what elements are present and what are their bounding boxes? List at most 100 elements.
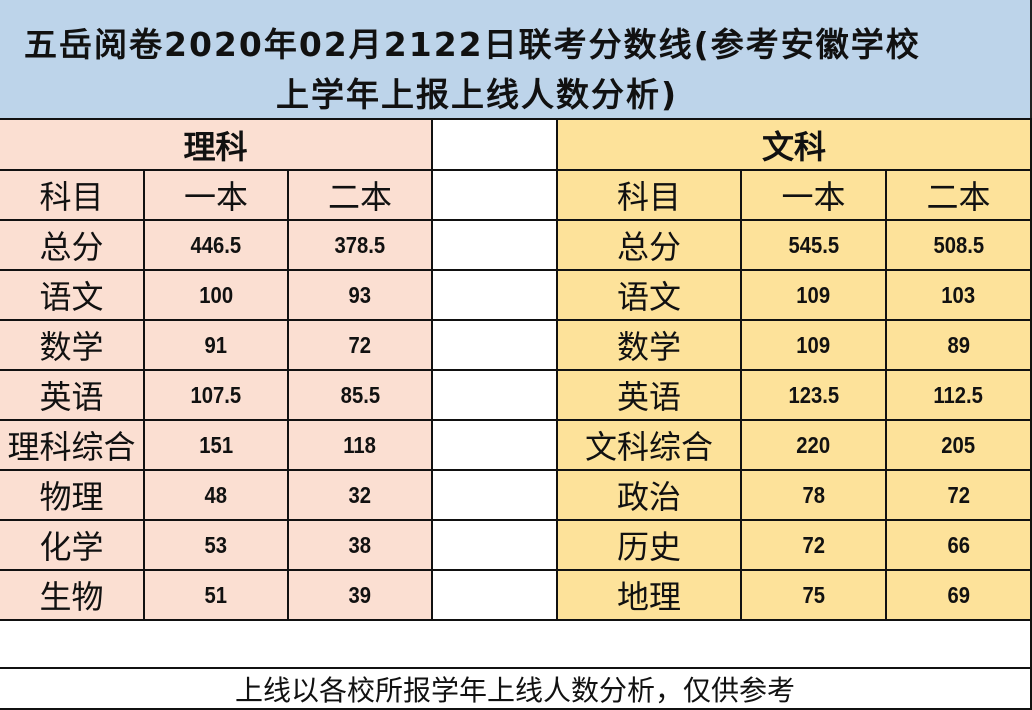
liberal-tier1-cell: 220 <box>742 421 887 471</box>
science-subject-cell-text: 生物 <box>39 578 104 616</box>
science-subject-cell: 数学 <box>0 321 145 371</box>
liberal-tier1-cell-text: 220 <box>796 431 831 458</box>
science-col-header: 一本 <box>145 171 289 221</box>
science-col-header-text: 一本 <box>183 178 248 216</box>
science-tier1-cell-text: 100 <box>199 281 233 308</box>
science-tier2-cell: 93 <box>289 271 433 321</box>
liberal-subject-cell: 地理 <box>558 571 742 621</box>
liberal-subject-cell: 政治 <box>558 471 742 521</box>
liberal-subject-cell: 文科综合 <box>558 421 742 471</box>
science-col-header-text: 科目 <box>39 178 104 216</box>
liberal-tier1-cell: 72 <box>742 521 887 571</box>
science-group-header-text: 理科 <box>183 127 248 166</box>
science-tier1-cell-text: 53 <box>204 531 228 558</box>
liberal-col-header: 二本 <box>887 171 1032 221</box>
liberal-subject-cell-text: 政治 <box>616 478 681 516</box>
science-tier2-cell-text: 72 <box>348 331 372 358</box>
science-subject-cell-text: 化学 <box>39 528 104 566</box>
liberal-tier2-cell: 103 <box>887 271 1032 321</box>
science-tier2-cell: 85.5 <box>289 371 433 421</box>
science-subject-cell-text: 语文 <box>39 278 104 316</box>
science-tier1-cell: 48 <box>145 471 289 521</box>
liberal-tier1-cell: 123.5 <box>742 371 887 421</box>
liberal-tier2-cell: 508.5 <box>887 221 1032 271</box>
science-tier2-cell-text: 85.5 <box>340 381 380 408</box>
science-tier1-cell: 151 <box>145 421 289 471</box>
liberal-tier2-cell-text: 69 <box>947 581 970 608</box>
empty-row <box>0 621 1032 669</box>
liberal-subject-cell-text: 数学 <box>616 328 681 366</box>
page-title-line-2: 上学年上报上线人数分析) <box>276 75 679 114</box>
science-tier1-cell: 107.5 <box>145 371 289 421</box>
spacer-cell <box>433 120 558 171</box>
liberal-subject-cell-text: 英语 <box>616 378 681 416</box>
liberal-tier2-cell: 89 <box>887 321 1032 371</box>
spacer-cell <box>433 571 558 621</box>
liberal-tier1-cell-text: 545.5 <box>788 231 839 258</box>
liberal-tier1-cell: 75 <box>742 571 887 621</box>
liberal-tier1-cell: 109 <box>742 271 887 321</box>
liberal-tier1-cell-text: 109 <box>796 281 831 308</box>
science-tier2-cell-text: 39 <box>348 581 372 608</box>
science-subject-cell: 化学 <box>0 521 145 571</box>
table-top-border <box>0 118 1032 120</box>
science-subject-cell-text: 数学 <box>39 328 104 366</box>
science-tier2-cell: 378.5 <box>289 221 433 271</box>
science-tier1-cell-text: 446.5 <box>190 231 242 258</box>
science-group-header: 理科 <box>0 120 433 171</box>
science-col-header: 二本 <box>289 171 433 221</box>
science-tier1-cell-text: 51 <box>204 581 228 608</box>
liberal-col-header: 科目 <box>558 171 742 221</box>
science-tier2-cell-text: 118 <box>343 431 377 458</box>
science-tier2-cell-text: 378.5 <box>334 231 386 258</box>
liberal-subject-cell: 历史 <box>558 521 742 571</box>
science-tier1-cell-text: 107.5 <box>190 381 242 408</box>
liberal-tier2-cell-text: 112.5 <box>933 381 984 408</box>
liberal-subject-cell: 英语 <box>558 371 742 421</box>
footer-note: 上线以各校所报学年上线人数分析，仅供参考 <box>0 669 1032 710</box>
liberal-tier2-cell: 72 <box>887 471 1032 521</box>
title-banner: 五岳阅卷2020年02月2122日联考分数线(参考安徽学校 上学年上报上线人数分… <box>0 0 1032 120</box>
science-subject-cell: 总分 <box>0 221 145 271</box>
science-tier1-cell-text: 151 <box>199 431 233 458</box>
liberal-tier1-cell-text: 75 <box>802 581 825 608</box>
science-col-header: 科目 <box>0 171 145 221</box>
spacer-cell <box>433 521 558 571</box>
liberal-subject-cell: 语文 <box>558 271 742 321</box>
liberal-subject-cell: 数学 <box>558 321 742 371</box>
liberal-tier1-cell: 545.5 <box>742 221 887 271</box>
spacer-cell <box>433 171 558 221</box>
science-tier1-cell: 446.5 <box>145 221 289 271</box>
science-subject-cell-text: 英语 <box>39 378 104 416</box>
liberal-tier2-cell-text: 508.5 <box>933 231 984 258</box>
page-title-line-1: 五岳阅卷2020年02月2122日联考分数线(参考安徽学校 <box>24 25 921 64</box>
liberal-col-header-text: 二本 <box>926 178 991 216</box>
liberal-tier1-cell: 109 <box>742 321 887 371</box>
science-tier2-cell-text: 93 <box>348 281 372 308</box>
liberal-tier2-cell-text: 89 <box>947 331 970 358</box>
spacer-cell <box>433 221 558 271</box>
liberal-tier2-cell: 66 <box>887 521 1032 571</box>
science-col-header-text: 二本 <box>327 178 392 216</box>
liberal-tier2-cell: 69 <box>887 571 1032 621</box>
science-subject-cell: 理科综合 <box>0 421 145 471</box>
science-subject-cell: 物理 <box>0 471 145 521</box>
liberal-subject-cell: 总分 <box>558 221 742 271</box>
liberal-tier2-cell-text: 72 <box>947 481 970 508</box>
science-tier2-cell: 32 <box>289 471 433 521</box>
liberal-col-header-text: 科目 <box>616 178 681 216</box>
liberal-col-header-text: 一本 <box>781 178 846 216</box>
spacer-cell <box>433 271 558 321</box>
spacer-cell <box>433 471 558 521</box>
science-subject-cell-text: 理科综合 <box>7 428 136 466</box>
science-tier1-cell-text: 48 <box>204 481 228 508</box>
science-tier1-cell: 51 <box>145 571 289 621</box>
liberal-group-header: 文科 <box>558 120 1032 171</box>
liberal-tier2-cell-text: 205 <box>941 431 976 458</box>
science-tier2-cell-text: 32 <box>348 481 372 508</box>
science-tier2-cell: 38 <box>289 521 433 571</box>
science-tier2-cell: 39 <box>289 571 433 621</box>
liberal-subject-cell-text: 语文 <box>616 278 681 316</box>
liberal-tier1-cell-text: 78 <box>802 481 825 508</box>
spacer-cell <box>433 371 558 421</box>
